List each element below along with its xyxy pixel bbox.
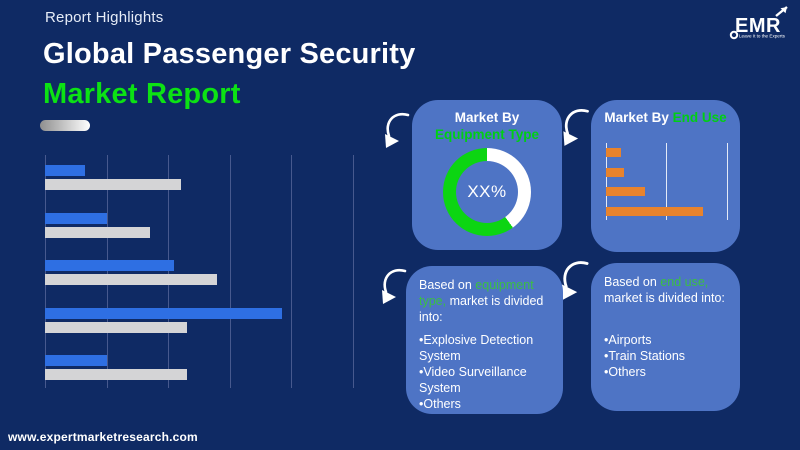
bar-series-blue <box>45 165 86 176</box>
bar-series-gray <box>45 179 181 190</box>
title-line-2: Market Report <box>43 78 241 110</box>
logo-ring-icon <box>729 30 739 40</box>
bullet-list: Explosive Detection SystemVideo Surveill… <box>419 332 550 412</box>
panel-title-prefix: Market By <box>604 110 673 125</box>
bar-group <box>606 167 739 177</box>
lead-highlight: end use, <box>660 275 709 289</box>
bullet-item: Others <box>419 396 550 412</box>
bar-series-gray <box>45 274 218 285</box>
bar-series-blue <box>45 307 283 319</box>
bar-group <box>45 165 353 190</box>
bar-series-gray <box>45 369 187 380</box>
emr-logo: EMR Leave It to the Experts <box>724 5 794 47</box>
end-use-bar-chart <box>606 143 739 220</box>
bar-series-gray <box>45 321 187 333</box>
bar-series-blue <box>45 212 107 224</box>
bullet-item: Video Surveillance System <box>419 364 550 396</box>
lead-suffix: market is divided into: <box>419 294 544 324</box>
lead-highlight: equipment type, <box>419 278 534 308</box>
bullet-item: Airports <box>604 332 727 348</box>
bullet-item: Explosive Detection System <box>419 332 550 364</box>
emr-logo-text: EMR <box>735 15 781 37</box>
eyebrow-label: Report Highlights <box>45 9 164 26</box>
emr-logo-tagline: Leave It to the Experts <box>739 34 786 39</box>
bar-series-blue <box>45 355 107 366</box>
lead-prefix: Based on <box>604 275 661 289</box>
emr-logo-icon: EMR Leave It to the Experts <box>729 6 788 40</box>
footer-website-link[interactable]: www.expertmarketresearch.com <box>8 430 198 444</box>
panel-market-by-equipment-type: Market By Equipment Type XX% <box>412 100 562 250</box>
panel-body: Based on equipment type, market is divid… <box>406 266 563 412</box>
bar-series-orange <box>606 187 646 197</box>
lead-text: Based on equipment type, market is divid… <box>419 277 550 325</box>
bar-series-gray <box>45 226 150 238</box>
bar-series-orange <box>606 167 625 177</box>
chart-gridline <box>666 143 668 220</box>
lead-suffix: market is divided into: <box>604 291 725 305</box>
donut-center-label: XX% <box>467 182 507 201</box>
chart-gridline <box>353 155 354 388</box>
panel-title-highlight: Equipment Type <box>434 127 539 142</box>
curved-arrow-icon <box>385 112 410 148</box>
curved-arrow-icon <box>563 109 589 146</box>
chart-gridline <box>168 155 170 388</box>
panel-body: Based on end use, market is divided into… <box>591 263 740 380</box>
lead-text: Based on end use, market is divided into… <box>604 274 727 306</box>
chart-gridline <box>726 143 728 220</box>
chart-gridline <box>606 143 607 220</box>
bar-group <box>606 187 739 197</box>
donut-hole: XX% <box>456 161 518 223</box>
panel-title: Market By Equipment Type <box>412 100 562 143</box>
bullet-item: Others <box>604 364 727 380</box>
bar-series-orange <box>606 206 703 216</box>
bar-group <box>45 212 353 238</box>
logo-arrowhead-icon <box>780 7 787 14</box>
curved-arrow-icon <box>382 268 407 304</box>
donut-chart: XX% <box>443 148 531 236</box>
panel-end-use-breakdown: Based on end use, market is divided into… <box>591 263 740 411</box>
panel-equipment-type-breakdown: Based on equipment type, market is divid… <box>406 266 563 414</box>
chart-gridline <box>106 155 108 388</box>
panel-title-highlight: End Use <box>672 110 727 125</box>
chart-gridline <box>229 155 231 388</box>
panel-market-by-end-use: Market By End Use <box>591 100 740 252</box>
chart-bars <box>45 155 353 388</box>
chart-gridline <box>291 155 293 388</box>
bar-group <box>606 148 739 157</box>
bullet-item: Train Stations <box>604 348 727 364</box>
bullet-list: AirportsTrain StationsOthers <box>604 332 727 380</box>
bar-series-orange <box>606 148 622 157</box>
main-bar-chart <box>45 155 354 388</box>
panel-title-prefix: Market By <box>454 110 520 125</box>
chart-gridline <box>45 155 46 388</box>
panel-title: Market By End Use <box>591 100 740 126</box>
bar-group <box>45 307 353 333</box>
bar-group <box>45 355 353 380</box>
lead-prefix: Based on <box>419 278 476 292</box>
curved-arrow-icon <box>561 261 589 300</box>
chart-bars <box>606 143 739 220</box>
bar-group <box>606 206 739 216</box>
title-underline <box>40 120 90 131</box>
bar-group <box>45 260 353 285</box>
title-line-1: Global Passenger Security <box>43 38 416 70</box>
page-title: Global Passenger Security Market Report <box>43 34 415 114</box>
bar-series-blue <box>45 260 175 271</box>
